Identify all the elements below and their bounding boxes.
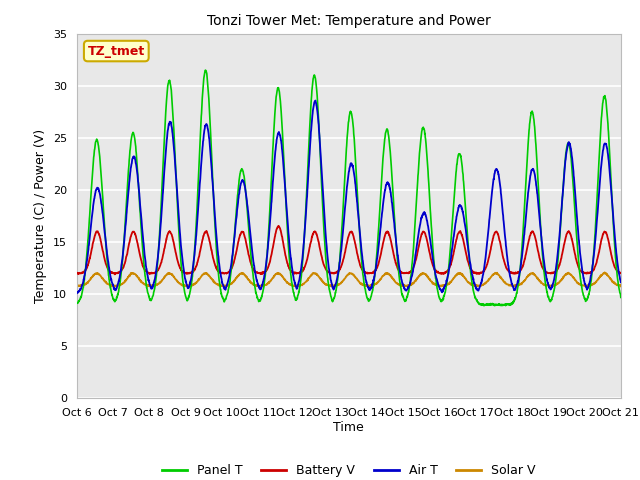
Legend: Panel T, Battery V, Air T, Solar V: Panel T, Battery V, Air T, Solar V <box>157 459 541 480</box>
X-axis label: Time: Time <box>333 421 364 434</box>
Y-axis label: Temperature (C) / Power (V): Temperature (C) / Power (V) <box>35 129 47 303</box>
Title: Tonzi Tower Met: Temperature and Power: Tonzi Tower Met: Temperature and Power <box>207 14 491 28</box>
Text: TZ_tmet: TZ_tmet <box>88 45 145 58</box>
